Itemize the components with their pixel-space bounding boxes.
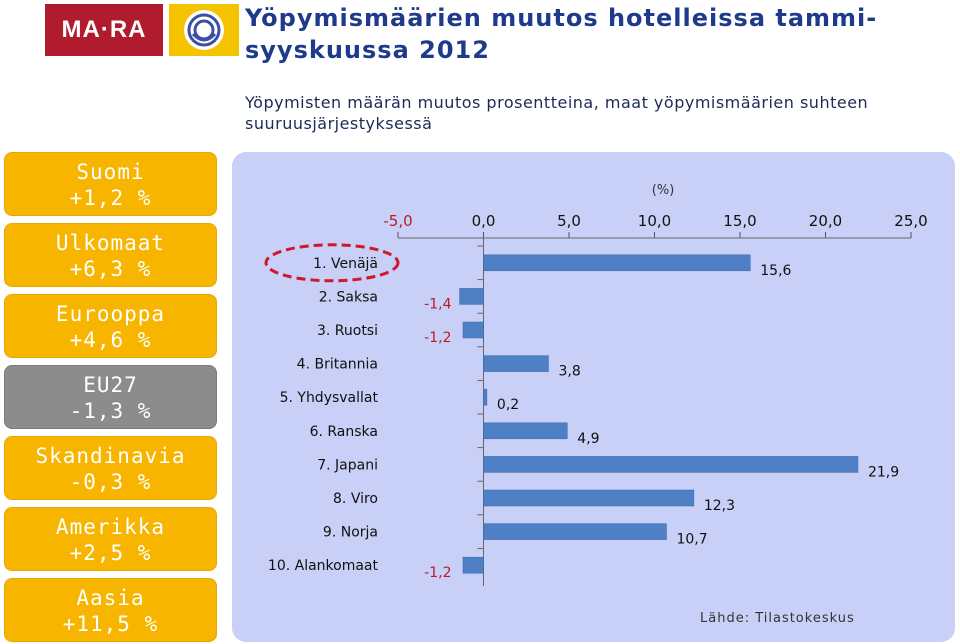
- region-value: +1,2 %: [69, 186, 152, 210]
- bar: [483, 422, 568, 440]
- category-label: 6. Ranska: [310, 424, 378, 440]
- data-label: 4,9: [577, 431, 599, 447]
- bar: [483, 388, 488, 406]
- data-label: -1,4: [424, 296, 451, 312]
- category-label: 8. Viro: [333, 491, 378, 507]
- category-label: 9. Norja: [323, 525, 378, 541]
- region-name: Skandinavia: [35, 444, 186, 468]
- x-tick-label: 20,0: [809, 212, 842, 230]
- region-box-eu27: EU27 -1,3 %: [4, 365, 217, 429]
- bar: [483, 355, 549, 372]
- bar: [483, 456, 859, 473]
- bar: [483, 489, 695, 507]
- data-label: -1,2: [424, 330, 451, 346]
- finland-emblem-icon: [169, 4, 239, 56]
- region-box-skandinavia: Skandinavia -0,3 %: [4, 436, 217, 500]
- x-tick-label: 0,0: [472, 212, 496, 230]
- region-value: +4,6 %: [69, 328, 152, 352]
- region-value: +6,3 %: [69, 257, 152, 281]
- x-tick-label: 10,0: [638, 212, 671, 230]
- mara-logo: MA·RA: [45, 4, 239, 56]
- category-label: 10. Alankomaat: [268, 558, 379, 574]
- data-label: 15,6: [760, 263, 791, 279]
- region-value: +2,5 %: [69, 541, 152, 565]
- page-title: Yöpymismäärien muutos hotelleissa tammi-…: [245, 4, 878, 64]
- bar: [483, 523, 667, 540]
- region-name: Suomi: [76, 160, 145, 184]
- region-value: +11,5 %: [62, 612, 159, 636]
- x-tick-label: 15,0: [723, 212, 756, 230]
- x-tick-label: -5,0: [383, 212, 412, 230]
- chart-panel: (%) -5,0 0,0 5,0 10,0 15,0 20,0 25,0 1. Venäjä 15…: [232, 152, 955, 642]
- bar: [483, 254, 751, 272]
- region-box-suomi: Suomi +1,2 %: [4, 152, 217, 216]
- region-box-amerikka: Amerikka +2,5 %: [4, 507, 217, 571]
- x-tick-label: 5,0: [557, 212, 581, 230]
- data-label: 0,2: [497, 397, 519, 413]
- data-label: 10,7: [676, 532, 707, 548]
- source-note: Lähde: Tilastokeskus: [700, 611, 855, 626]
- bar: [462, 321, 484, 339]
- mara-wordmark-text: MA·RA: [61, 16, 147, 43]
- region-name: Ulkomaat: [55, 231, 166, 255]
- bar-chart: (%) -5,0 0,0 5,0 10,0 15,0 20,0 25,0 1. Venäjä 15…: [264, 183, 928, 586]
- region-value: -0,3 %: [69, 470, 152, 494]
- data-label: -1,2: [424, 565, 451, 581]
- category-label: 2. Saksa: [319, 289, 378, 305]
- data-label: 21,9: [868, 464, 899, 480]
- x-tick-label: 25,0: [894, 212, 927, 230]
- category-label: 4. Britannia: [297, 357, 378, 373]
- region-value: -1,3 %: [69, 399, 152, 423]
- region-box-eurooppa: Eurooppa +4,6 %: [4, 294, 217, 358]
- category-label: 7. Japani: [317, 457, 378, 473]
- data-label: 3,8: [558, 364, 580, 380]
- category-label: 3. Ruotsi: [317, 323, 378, 339]
- data-label: 12,3: [704, 498, 735, 514]
- category-label: 1. Venäjä: [313, 256, 378, 272]
- region-box-aasia: Aasia +11,5 %: [4, 578, 217, 642]
- highlight-ring: [264, 243, 400, 283]
- region-name: Aasia: [76, 586, 145, 610]
- bar: [459, 288, 484, 305]
- category-label: 5. Yhdysvallat: [280, 390, 379, 406]
- region-name: Amerikka: [55, 515, 166, 539]
- page-subtitle: Yöpymisten määrän muutos prosentteina, m…: [245, 93, 869, 133]
- mara-wordmark: MA·RA: [45, 4, 163, 56]
- axis-unit-label: (%): [652, 183, 675, 198]
- bar: [462, 556, 484, 574]
- region-name: EU27: [83, 373, 138, 397]
- region-name: Eurooppa: [55, 302, 166, 326]
- region-box-ulkomaat: Ulkomaat +6,3 %: [4, 223, 217, 287]
